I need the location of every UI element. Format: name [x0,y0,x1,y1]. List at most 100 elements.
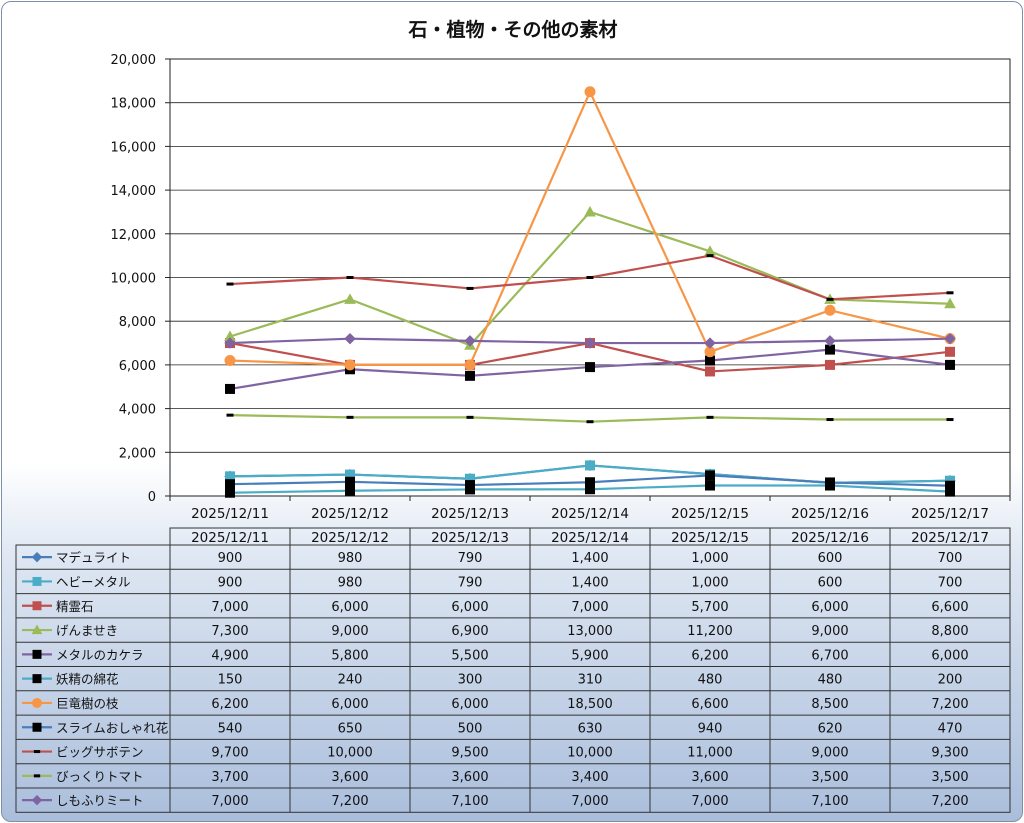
table-cell: 6,000 [451,600,488,615]
y-axis: 0 2,000 4,000 6,000 8,000 10,000 12,000 14,000 1… [111,53,170,505]
table-cell: 940 [698,721,723,736]
table-cell: 7,100 [451,794,488,809]
data-point [705,355,715,366]
data-point [945,346,955,357]
legend-key-marker [33,750,41,754]
table-cell: 5,500 [451,648,488,663]
x-tick-label: 2025/12/17 [911,506,989,522]
table-cell: 7,000 [211,794,248,809]
data-point [584,205,596,217]
table-cell: 6,000 [811,600,848,615]
data-point [585,362,595,373]
y-tick-label: 20,000 [111,53,157,68]
table-cell: 620 [818,721,843,736]
data-point [344,359,356,371]
data-point [344,293,356,304]
legend-key-marker [32,674,42,684]
table-cell: 150 [218,673,243,688]
data-point [825,477,835,488]
series-label: マデュライト [56,550,131,565]
series-label: 妖精の綿花 [56,672,119,687]
table-cell: 7,100 [811,794,848,809]
table-cell: 4,900 [211,648,248,663]
series-label: ビッグサボテン [56,745,144,760]
legend-key-marker [33,774,41,778]
table-cell: 7,000 [691,794,728,809]
table-cell: 7,200 [931,794,968,809]
table-header-cell: 2025/12/15 [671,530,749,546]
table-row: マデュライト 900 980 790 1,400 1,000 600 700 [22,550,962,566]
series-10 [226,413,954,424]
legend-key-marker [32,601,42,611]
table-cell: 1,400 [571,551,608,566]
data-point [225,383,235,394]
legend-key-marker [32,697,42,708]
y-tick-label: 8,000 [119,315,156,330]
data-table: 2025/12/11 2025/12/12 2025/12/13 2025/12/14… [15,527,1011,813]
table-row: しもふりミート 7,000 7,200 7,100 7,000 7,000 7,100 7,2… [22,793,969,809]
table-cell: 3,700 [211,770,248,785]
x-tick-label: 2025/12/15 [671,506,749,522]
table-cell: 5,900 [571,648,608,663]
chart-title: 石・植物・その他の素材 [407,18,617,41]
table-cell: 11,200 [687,624,733,639]
table-cell: 9,000 [811,746,848,761]
data-point [226,282,234,286]
data-point [225,479,235,490]
data-point [586,276,594,279]
data-point [345,476,355,487]
data-point [344,332,356,345]
y-tick-label: 6,000 [119,359,156,374]
table-cell: 6,000 [331,600,368,615]
legend-key-marker [31,794,43,806]
series-label: しもふりミート [56,793,144,808]
table-row: ヘビーメタル 900 980 790 1,400 1,000 600 700 [22,574,962,590]
table-cell: 10,000 [567,746,613,761]
data-point [586,420,594,424]
gridlines [170,102,1010,453]
table-row: 妖精の綿花 150 240 300 310 480 480 200 [22,672,962,688]
table-cell: 470 [938,721,963,736]
data-point [825,359,835,370]
data-point [224,355,236,367]
table-cell: 6,600 [931,600,968,615]
table-row: ビッグサボテン 9,700 10,000 9,500 10,000 11,000 9,000… [22,745,969,761]
table-row: びっくりトマト 3,700 3,600 3,600 3,400 3,600 3,500 3,5… [22,769,969,785]
table-row: 巨竜樹の枝 6,200 6,000 6,000 18,500 6,600 8,500 7,20… [22,696,969,712]
table-cell: 9,000 [331,624,368,639]
data-point [824,304,836,316]
y-tick-label: 4,000 [119,403,156,418]
x-tick-label: 2025/12/12 [311,506,389,522]
data-point [706,415,714,419]
table-cell: 200 [938,673,963,688]
series-label: スライムおしゃれ花 [56,720,168,735]
table-cell: 18,500 [567,697,613,712]
series-label: 巨竜樹の枝 [56,696,119,711]
table-cell: 13,000 [567,624,613,639]
data-point [824,335,836,347]
table-cell: 6,000 [331,697,368,712]
data-point [705,480,715,491]
table-cell: 7,300 [211,624,248,639]
series-group [224,86,956,498]
table-row: 精霊石 7,000 6,000 6,000 7,000 5,700 6,000 6,600 [22,599,969,615]
table-cell: 6,000 [451,697,488,712]
series-11 [224,332,956,349]
table-cell: 7,000 [571,600,608,615]
table-cell: 480 [818,673,843,688]
table-cell: 240 [338,673,363,688]
table-cell: 7,000 [211,600,248,615]
table-cell: 980 [338,551,363,566]
data-point [466,286,474,290]
data-point [464,359,476,371]
table-cell: 540 [218,721,243,736]
table-cell: 6,200 [691,648,728,663]
table-cell: 6,700 [811,648,848,663]
data-point [585,460,595,471]
data-point [944,297,956,309]
table-row: げんませき 7,300 9,000 6,900 13,000 11,200 9,000 8,8… [22,623,969,639]
series-label: 精霊石 [56,599,94,614]
table-cell: 650 [338,721,363,736]
table-cell: 9,000 [811,624,848,639]
